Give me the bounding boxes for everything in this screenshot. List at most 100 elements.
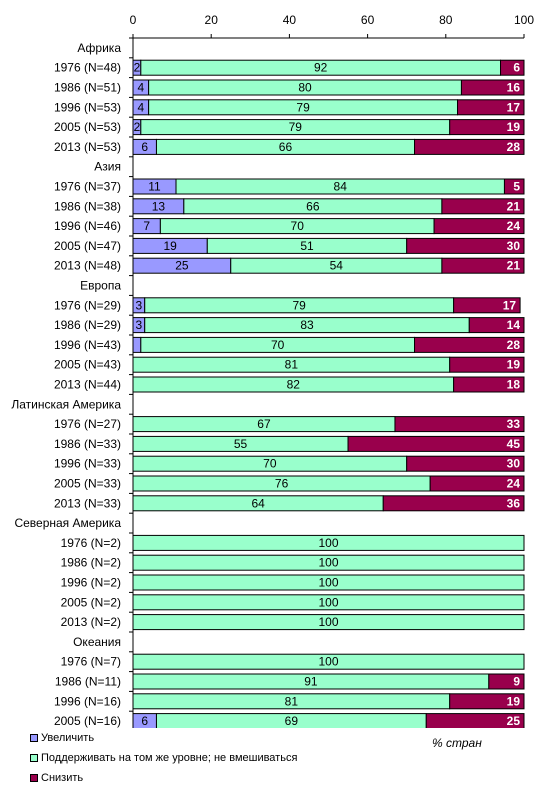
row-label: 2005 (N=47) (54, 239, 121, 253)
bar-value-label: 67 (257, 417, 271, 431)
bar-segment (449, 693, 525, 710)
bar-value-label: 3 (136, 318, 143, 332)
legend: Увеличить Поддерживать на том же уровне;… (30, 728, 297, 788)
bar-segment (132, 594, 525, 611)
bar-value-label: 36 (507, 496, 521, 510)
legend-label-increase: Увеличить (41, 732, 95, 744)
row-label: 1986 (N=38) (54, 199, 121, 213)
bar-value-label: 66 (306, 199, 320, 213)
bar-segment (429, 475, 525, 492)
row-label: 1986 (N=29) (54, 318, 121, 332)
bar-value-label: 84 (334, 180, 348, 194)
bar-value-label: 2 (134, 61, 141, 75)
group-label: Океания (73, 635, 121, 649)
bar-value-label: 7 (143, 219, 150, 233)
legend-item-decrease: Снизить (30, 768, 297, 788)
bar-segment (414, 336, 525, 353)
bar-value-label: 19 (507, 358, 521, 372)
row-label: 1996 (N=33) (54, 457, 121, 471)
row-label: 1976 (N=37) (54, 180, 121, 194)
bar-value-label: 16 (507, 81, 521, 95)
x-axis-unit-label: % стран (432, 736, 482, 750)
group-label: Европа (80, 279, 121, 293)
row-label: 2005 (N=16) (54, 714, 121, 728)
bar-value-label: 45 (507, 437, 521, 451)
bar-value-label: 3 (136, 298, 143, 312)
bar-segment (488, 673, 525, 690)
bar-value-label: 64 (251, 496, 265, 510)
row-label: 1996 (N=43) (54, 338, 121, 352)
bar-value-label: 24 (507, 219, 521, 233)
legend-swatch-decrease (30, 774, 38, 782)
bar-segment (468, 317, 525, 334)
bar-segment (460, 79, 525, 96)
bar-value-label: 6 (141, 140, 148, 154)
bar-segment (441, 198, 525, 215)
bar-value-label: 82 (287, 378, 301, 392)
legend-label-maintain: Поддерживать на том же уровне; не вмешив… (41, 752, 298, 764)
bar-value-label: 21 (507, 199, 521, 213)
bar-value-label: 100 (318, 595, 338, 609)
row-label: 2005 (N=2) (61, 595, 121, 609)
bar-value-label: 79 (289, 120, 303, 134)
row-label: 1976 (N=27) (54, 417, 121, 431)
bar-segment (132, 336, 142, 353)
bar-value-label: 83 (300, 318, 314, 332)
legend-item-maintain: Поддерживать на том же уровне; не вмешив… (30, 748, 297, 768)
row-label: 1986 (N=2) (61, 556, 121, 570)
legend-label-decrease: Снизить (41, 772, 84, 784)
bar-value-label: 30 (507, 457, 521, 471)
bar-value-label: 28 (507, 338, 521, 352)
group-label: Африка (77, 41, 121, 55)
bar-value-label: 69 (285, 714, 299, 728)
row-label: 1986 (N=33) (54, 437, 121, 451)
row-label: 2013 (N=53) (54, 140, 121, 154)
bar-value-label: 81 (285, 358, 299, 372)
bar-value-label: 100 (318, 655, 338, 669)
bar-segment (132, 574, 525, 591)
legend-swatch-increase (30, 734, 38, 742)
bar-segment (347, 435, 525, 452)
bar-value-label: 25 (175, 259, 189, 273)
bar-value-label: 17 (507, 100, 521, 114)
bar-value-label: 13 (152, 199, 166, 213)
bar-value-label: 100 (318, 576, 338, 590)
bar-value-label: 11 (148, 180, 161, 194)
bar-value-label: 19 (163, 239, 177, 253)
bar-segment (453, 297, 521, 314)
bar-value-label: 21 (507, 259, 521, 273)
bar-segment (406, 455, 525, 472)
x-tick-label: 40 (283, 13, 297, 27)
bar-segment (441, 257, 525, 274)
bar-value-label: 100 (318, 536, 338, 550)
bar-segment (414, 138, 525, 155)
row-label: 2013 (N=33) (54, 496, 121, 510)
bar-value-label: 66 (279, 140, 293, 154)
bar-value-label: 30 (507, 239, 521, 253)
bar-segment (500, 59, 525, 76)
bar-segment (406, 237, 525, 254)
row-label: 1996 (N=2) (61, 576, 121, 590)
bar-segment (132, 554, 525, 571)
bar-value-label: 70 (271, 338, 285, 352)
group-label: Северная Америка (14, 516, 121, 530)
row-label: 2013 (N=2) (61, 615, 121, 629)
bar-segment (457, 99, 525, 116)
row-label: 1976 (N=29) (54, 298, 121, 312)
row-label: 1996 (N=53) (54, 100, 121, 114)
row-label: 1996 (N=46) (54, 219, 121, 233)
bar-value-label: 91 (304, 675, 318, 689)
bar-segment (449, 356, 525, 373)
bar-value-label: 9 (513, 675, 520, 689)
bar-segment (453, 376, 525, 393)
bar-value-label: 51 (300, 239, 314, 253)
bar-value-label: 6 (141, 714, 148, 728)
x-tick-label: 80 (439, 13, 453, 27)
bar-value-label: 5 (513, 180, 520, 194)
bar-value-label: 54 (330, 259, 344, 273)
row-label: 1976 (N=2) (61, 536, 121, 550)
row-label: 2005 (N=53) (54, 120, 121, 134)
bar-value-label: 28 (507, 140, 521, 154)
row-label: 2005 (N=33) (54, 477, 121, 491)
